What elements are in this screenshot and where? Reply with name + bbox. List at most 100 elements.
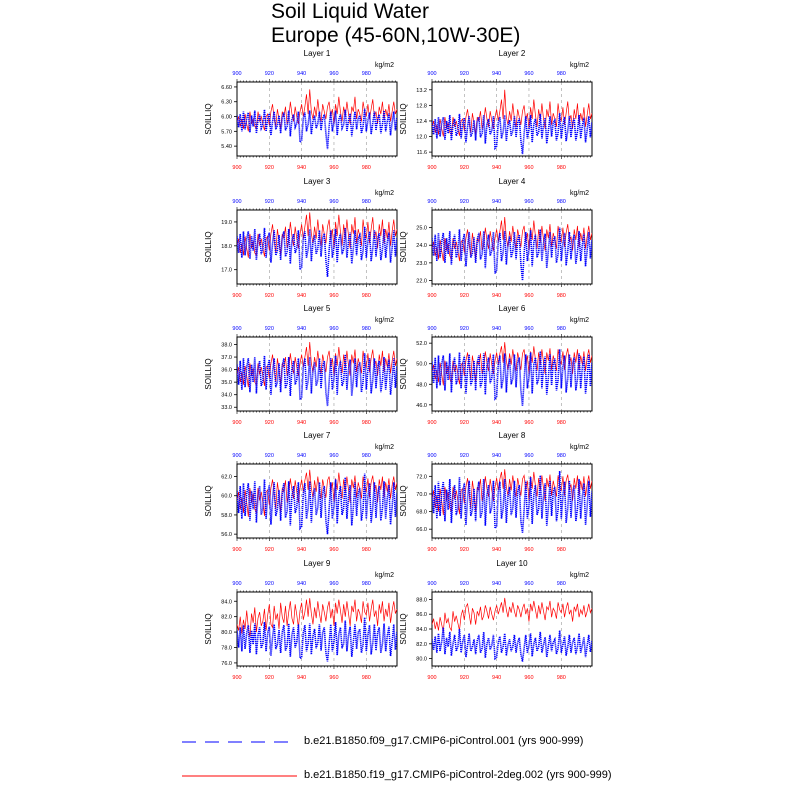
x-tick-label-top: 940 bbox=[297, 453, 306, 459]
plot-frame bbox=[236, 591, 398, 667]
x-tick-label-top: 920 bbox=[460, 199, 469, 205]
x-tick-label-bottom: 940 bbox=[297, 547, 306, 553]
x-tick-label-bottom: 900 bbox=[427, 675, 436, 681]
series-line-piControl-2deg-002 bbox=[237, 598, 397, 637]
series-line-piControl-2deg-002 bbox=[237, 341, 397, 388]
x-tick-label-top: 900 bbox=[232, 326, 241, 332]
y-tick-label: 56.0 bbox=[221, 532, 232, 538]
panel-title: Layer 2 bbox=[499, 49, 526, 58]
x-tick-label-top: 940 bbox=[492, 71, 501, 77]
y-tick-label: 76.0 bbox=[221, 661, 232, 667]
x-tick-label-top: 980 bbox=[362, 199, 371, 205]
x-tick-label-top: 900 bbox=[427, 326, 436, 332]
panel-title: Layer 3 bbox=[304, 177, 331, 186]
x-tick-label-bottom: 900 bbox=[232, 420, 241, 426]
x-tick-label-bottom: 960 bbox=[524, 165, 533, 171]
x-tick-label-bottom: 980 bbox=[362, 293, 371, 299]
y-tick-label: 80.0 bbox=[221, 630, 232, 636]
x-tick-label-bottom: 980 bbox=[362, 675, 371, 681]
panel-layer-8: Layer 8 kg/m2 SOILLIQ 66.0 68.0 70.0 72.0 900 90… bbox=[399, 431, 593, 553]
x-tick-label-bottom: 900 bbox=[427, 165, 436, 171]
panel-units: kg/m2 bbox=[570, 62, 589, 69]
legend-label-1: b.e21.B1850.f09_g17.CMIP6-piControl.001 … bbox=[304, 735, 584, 747]
x-tick-label-top: 960 bbox=[524, 326, 533, 332]
x-tick-label-top: 960 bbox=[524, 71, 533, 77]
series-line-piControl-001 bbox=[432, 627, 592, 662]
x-tick-label-top: 940 bbox=[297, 71, 306, 77]
x-tick-label-bottom: 900 bbox=[232, 293, 241, 299]
x-tick-label-bottom: 960 bbox=[329, 547, 338, 553]
panel-units: kg/m2 bbox=[570, 317, 589, 324]
x-tick-label-bottom: 980 bbox=[557, 547, 566, 553]
x-tick-label-top: 940 bbox=[492, 581, 501, 587]
x-tick-label-top: 900 bbox=[427, 71, 436, 77]
panel-units: kg/m2 bbox=[570, 444, 589, 451]
x-tick-label-top: 940 bbox=[297, 326, 306, 332]
x-tick-label-top: 920 bbox=[460, 326, 469, 332]
x-tick-label-bottom: 920 bbox=[265, 675, 274, 681]
y-axis-label: SOILLIQ bbox=[204, 613, 213, 644]
x-tick-label-bottom: 960 bbox=[524, 420, 533, 426]
panel-units: kg/m2 bbox=[375, 190, 394, 197]
y-tick-label: 34.0 bbox=[221, 393, 232, 399]
panel-layer-5: Layer 5 kg/m2 SOILLIQ 33.0 34.0 35.0 36.0 37.0 3… bbox=[204, 304, 398, 426]
y-tick-label: 68.0 bbox=[416, 510, 427, 516]
x-tick-label-top: 980 bbox=[557, 326, 566, 332]
y-tick-label: 12.4 bbox=[416, 119, 427, 125]
series-line-piControl-001 bbox=[432, 113, 592, 155]
plot-frame bbox=[236, 81, 398, 157]
x-tick-label-bottom: 920 bbox=[460, 547, 469, 553]
x-tick-label-bottom: 900 bbox=[427, 420, 436, 426]
y-axis-label: SOILLIQ bbox=[399, 613, 408, 644]
y-axis-label: SOILLIQ bbox=[204, 485, 213, 516]
x-tick-label-top: 940 bbox=[492, 199, 501, 205]
panel-title: Layer 4 bbox=[499, 177, 526, 186]
y-tick-label: 62.0 bbox=[221, 474, 232, 480]
x-tick-label-top: 900 bbox=[232, 581, 241, 587]
y-tick-label: 11.6 bbox=[417, 150, 427, 156]
panel-layer-9: Layer 9 kg/m2 SOILLIQ 76.0 78.0 80.0 82.0 84.0 9… bbox=[204, 559, 398, 681]
panel-layer-10: Layer 10 kg/m2 SOILLIQ 80.0 82.0 84.0 86.0 88.0… bbox=[399, 559, 593, 681]
x-tick-label-top: 900 bbox=[427, 581, 436, 587]
x-tick-label-bottom: 900 bbox=[427, 547, 436, 553]
x-tick-label-bottom: 920 bbox=[460, 420, 469, 426]
x-tick-label-bottom: 940 bbox=[297, 165, 306, 171]
x-tick-label-top: 980 bbox=[362, 453, 371, 459]
plot-frame bbox=[431, 81, 593, 157]
panel-layer-1: Layer 1 kg/m2 SOILLIQ 5.40 5.70 6.00 6.30 6.60 9… bbox=[204, 49, 398, 171]
x-tick-label-top: 980 bbox=[362, 71, 371, 77]
y-tick-label: 84.0 bbox=[416, 627, 427, 633]
y-tick-label: 84.0 bbox=[221, 599, 232, 605]
x-tick-label-bottom: 940 bbox=[492, 547, 501, 553]
x-tick-label-top: 900 bbox=[427, 453, 436, 459]
y-tick-label: 38.0 bbox=[221, 343, 232, 349]
legend-swatch-solid bbox=[182, 775, 297, 777]
x-tick-label-bottom: 920 bbox=[460, 165, 469, 171]
y-tick-label: 72.0 bbox=[416, 474, 427, 480]
y-tick-label: 78.0 bbox=[221, 646, 232, 652]
x-tick-label-bottom: 980 bbox=[362, 547, 371, 553]
series-line-piControl-001 bbox=[432, 471, 592, 533]
legend-item-2: b.e21.B1850.f19_g17.CMIP6-piControl-2deg… bbox=[182, 768, 742, 784]
y-tick-label: 12.8 bbox=[416, 103, 427, 109]
panel-layer-2: Layer 2 kg/m2 SOILLIQ 11.6 12.0 12.4 12.8 13.2 9… bbox=[399, 49, 593, 171]
x-tick-label-bottom: 940 bbox=[492, 293, 501, 299]
y-axis-label: SOILLIQ bbox=[399, 485, 408, 516]
legend-swatch-dashed bbox=[182, 741, 297, 743]
title-line-1: Soil Liquid Water bbox=[271, 0, 429, 23]
series-line-piControl-001 bbox=[237, 108, 397, 150]
plot-frame bbox=[431, 336, 593, 412]
x-tick-label-bottom: 940 bbox=[492, 420, 501, 426]
x-tick-label-bottom: 920 bbox=[265, 547, 274, 553]
x-tick-label-top: 980 bbox=[557, 199, 566, 205]
x-tick-label-top: 920 bbox=[265, 199, 274, 205]
y-tick-label: 33.0 bbox=[221, 405, 232, 411]
x-tick-label-top: 920 bbox=[460, 71, 469, 77]
y-tick-label: 6.60 bbox=[221, 85, 232, 91]
x-tick-label-top: 980 bbox=[362, 326, 371, 332]
y-tick-label: 23.0 bbox=[416, 261, 427, 267]
panel-layer-3: Layer 3 kg/m2 SOILLIQ 17.0 18.0 19.0 900 900 920… bbox=[204, 177, 398, 299]
x-tick-label-top: 940 bbox=[492, 326, 501, 332]
x-tick-label-top: 900 bbox=[232, 71, 241, 77]
x-tick-label-top: 900 bbox=[232, 453, 241, 459]
